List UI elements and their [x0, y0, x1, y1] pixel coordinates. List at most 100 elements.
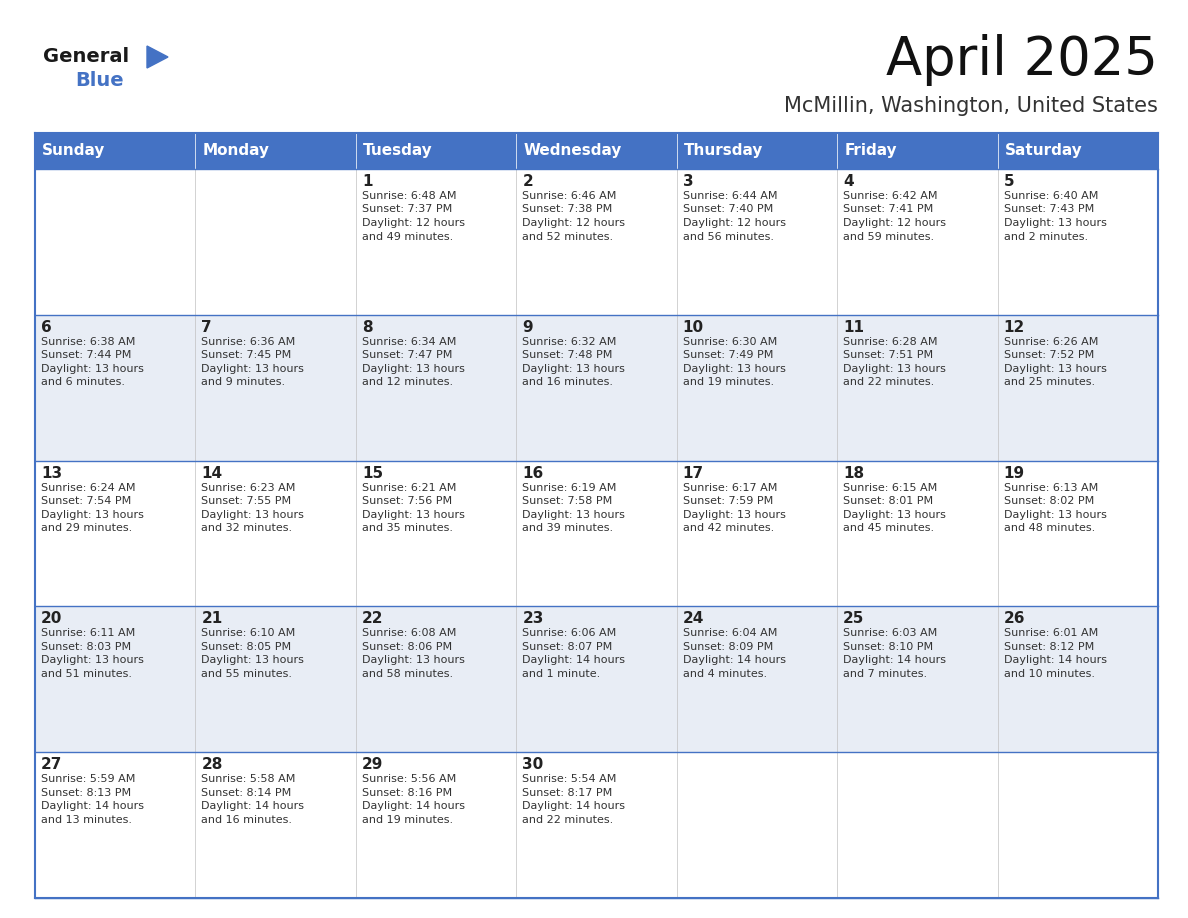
Bar [517, 169, 677, 315]
Text: Daylight: 14 hours: Daylight: 14 hours [202, 801, 304, 812]
Text: 22: 22 [362, 611, 384, 626]
Text: Sunrise: 6:03 AM: Sunrise: 6:03 AM [843, 629, 937, 638]
Text: Sunrise: 6:06 AM: Sunrise: 6:06 AM [523, 629, 617, 638]
Text: and 16 minutes.: and 16 minutes. [202, 814, 292, 824]
Bar [998, 169, 1158, 315]
Text: Daylight: 13 hours: Daylight: 13 hours [523, 364, 625, 374]
Text: 2: 2 [523, 174, 533, 189]
Text: 30: 30 [523, 757, 544, 772]
Text: and 22 minutes.: and 22 minutes. [843, 377, 935, 387]
Text: and 56 minutes.: and 56 minutes. [683, 231, 773, 241]
Text: Daylight: 13 hours: Daylight: 13 hours [42, 655, 144, 666]
Text: and 7 minutes.: and 7 minutes. [843, 669, 928, 679]
Text: Daylight: 14 hours: Daylight: 14 hours [683, 655, 785, 666]
Text: Sunset: 8:12 PM: Sunset: 8:12 PM [1004, 642, 1094, 652]
Text: Tuesday: Tuesday [362, 143, 432, 159]
Text: Sunset: 7:56 PM: Sunset: 7:56 PM [362, 496, 451, 506]
Text: Sunrise: 6:46 AM: Sunrise: 6:46 AM [523, 191, 617, 201]
Text: Daylight: 14 hours: Daylight: 14 hours [523, 801, 625, 812]
Bar [838, 315, 998, 461]
Text: and 29 minutes.: and 29 minutes. [42, 523, 132, 533]
Bar [196, 315, 356, 461]
Text: and 6 minutes.: and 6 minutes. [42, 377, 125, 387]
Text: April 2025: April 2025 [886, 34, 1158, 86]
Bar [34, 607, 196, 752]
Text: Sunset: 7:58 PM: Sunset: 7:58 PM [523, 496, 613, 506]
Bar [677, 315, 838, 461]
Text: Sunrise: 6:04 AM: Sunrise: 6:04 AM [683, 629, 777, 638]
Bar [838, 607, 998, 752]
Text: Sunset: 7:51 PM: Sunset: 7:51 PM [843, 351, 934, 360]
Text: Daylight: 13 hours: Daylight: 13 hours [843, 364, 946, 374]
Text: 15: 15 [362, 465, 383, 481]
Bar [34, 315, 196, 461]
Text: 17: 17 [683, 465, 703, 481]
Text: Sunrise: 6:26 AM: Sunrise: 6:26 AM [1004, 337, 1098, 347]
Bar [998, 315, 1158, 461]
Text: Sunset: 8:06 PM: Sunset: 8:06 PM [362, 642, 451, 652]
Text: 21: 21 [202, 611, 222, 626]
Text: Sunset: 7:52 PM: Sunset: 7:52 PM [1004, 351, 1094, 360]
Bar [356, 315, 517, 461]
Text: Daylight: 13 hours: Daylight: 13 hours [1004, 364, 1106, 374]
Text: and 55 minutes.: and 55 minutes. [202, 669, 292, 679]
Text: 24: 24 [683, 611, 704, 626]
Bar [838, 752, 998, 898]
Bar [196, 752, 356, 898]
Text: Sunset: 8:01 PM: Sunset: 8:01 PM [843, 496, 934, 506]
Text: Sunset: 8:16 PM: Sunset: 8:16 PM [362, 788, 451, 798]
Bar [196, 133, 356, 169]
Text: Sunset: 7:48 PM: Sunset: 7:48 PM [523, 351, 613, 360]
Text: Sunset: 7:43 PM: Sunset: 7:43 PM [1004, 205, 1094, 215]
Text: Sunrise: 6:34 AM: Sunrise: 6:34 AM [362, 337, 456, 347]
Text: Daylight: 14 hours: Daylight: 14 hours [523, 655, 625, 666]
Text: Sunrise: 5:58 AM: Sunrise: 5:58 AM [202, 774, 296, 784]
Text: Daylight: 14 hours: Daylight: 14 hours [843, 655, 946, 666]
Text: Sunset: 8:03 PM: Sunset: 8:03 PM [42, 642, 131, 652]
Text: Sunset: 7:38 PM: Sunset: 7:38 PM [523, 205, 613, 215]
Text: and 2 minutes.: and 2 minutes. [1004, 231, 1088, 241]
Text: Daylight: 12 hours: Daylight: 12 hours [362, 218, 465, 228]
Bar [517, 315, 677, 461]
Text: Daylight: 12 hours: Daylight: 12 hours [683, 218, 785, 228]
Text: and 22 minutes.: and 22 minutes. [523, 814, 613, 824]
Text: Sunrise: 6:17 AM: Sunrise: 6:17 AM [683, 483, 777, 493]
Text: 9: 9 [523, 319, 533, 335]
Bar [517, 607, 677, 752]
Text: Sunrise: 6:36 AM: Sunrise: 6:36 AM [202, 337, 296, 347]
Text: 12: 12 [1004, 319, 1025, 335]
Text: Daylight: 14 hours: Daylight: 14 hours [362, 801, 465, 812]
Text: Sunrise: 6:40 AM: Sunrise: 6:40 AM [1004, 191, 1098, 201]
Text: Sunrise: 6:42 AM: Sunrise: 6:42 AM [843, 191, 937, 201]
Text: Sunrise: 5:54 AM: Sunrise: 5:54 AM [523, 774, 617, 784]
Text: Blue: Blue [75, 72, 124, 91]
Text: McMillin, Washington, United States: McMillin, Washington, United States [784, 96, 1158, 116]
Text: 27: 27 [42, 757, 63, 772]
Text: Sunrise: 6:01 AM: Sunrise: 6:01 AM [1004, 629, 1098, 638]
Bar [838, 133, 998, 169]
Text: 23: 23 [523, 611, 544, 626]
Bar [356, 169, 517, 315]
Text: Sunset: 8:17 PM: Sunset: 8:17 PM [523, 788, 613, 798]
Bar [998, 461, 1158, 607]
Text: Daylight: 13 hours: Daylight: 13 hours [202, 364, 304, 374]
Text: and 52 minutes.: and 52 minutes. [523, 231, 613, 241]
Text: Sunset: 7:37 PM: Sunset: 7:37 PM [362, 205, 453, 215]
Text: Daylight: 13 hours: Daylight: 13 hours [202, 655, 304, 666]
Text: Sunrise: 5:59 AM: Sunrise: 5:59 AM [42, 774, 135, 784]
Text: and 9 minutes.: and 9 minutes. [202, 377, 285, 387]
Text: Sunset: 8:13 PM: Sunset: 8:13 PM [42, 788, 131, 798]
Text: Sunrise: 5:56 AM: Sunrise: 5:56 AM [362, 774, 456, 784]
Text: 3: 3 [683, 174, 694, 189]
Text: and 42 minutes.: and 42 minutes. [683, 523, 773, 533]
Text: Sunset: 8:09 PM: Sunset: 8:09 PM [683, 642, 773, 652]
Bar [998, 133, 1158, 169]
Text: Sunrise: 6:11 AM: Sunrise: 6:11 AM [42, 629, 135, 638]
Text: Sunrise: 6:21 AM: Sunrise: 6:21 AM [362, 483, 456, 493]
Text: Friday: Friday [845, 143, 897, 159]
Text: and 51 minutes.: and 51 minutes. [42, 669, 132, 679]
Text: Daylight: 13 hours: Daylight: 13 hours [362, 655, 465, 666]
Bar [196, 607, 356, 752]
Bar [838, 169, 998, 315]
Text: Sunrise: 6:48 AM: Sunrise: 6:48 AM [362, 191, 456, 201]
